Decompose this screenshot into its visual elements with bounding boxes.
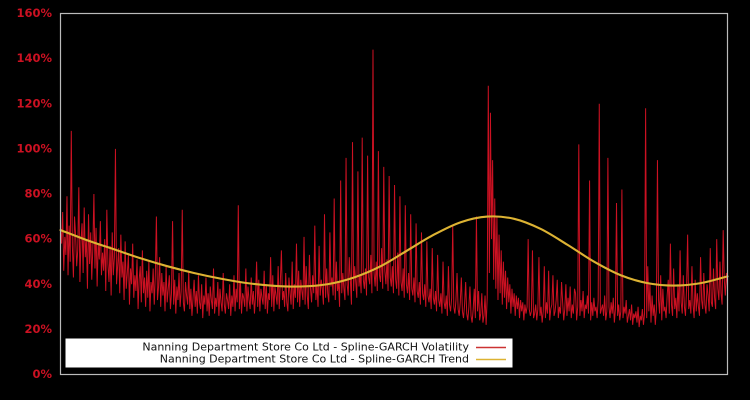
y-axis-tick-labels: 0% 20% 40% 60% 80% 100% 120% 140% 160% — [16, 6, 52, 381]
y-axis-tick-label: 60% — [24, 232, 52, 246]
y-axis-tick-label: 140% — [16, 51, 52, 65]
legend-item-label-volatility: Nanning Department Store Co Ltd - Spline… — [142, 341, 469, 354]
series-line-trend — [59, 215, 729, 288]
y-axis-tick-label: 100% — [16, 141, 52, 155]
series-line-volatility — [60, 49, 728, 328]
chart-legend[interactable]: Nanning Department Store Co Ltd - Spline… — [65, 338, 513, 368]
y-axis-tick-label: 80% — [24, 187, 52, 201]
plot-area — [59, 49, 729, 328]
legend-background — [65, 338, 513, 368]
y-axis-tick-label: 40% — [24, 277, 52, 291]
y-axis-tick-label: 120% — [16, 96, 52, 110]
y-axis-tick-label: 160% — [16, 6, 52, 20]
plot-frame-border — [59, 12, 729, 376]
y-axis-tick-label: 20% — [24, 322, 52, 336]
y-axis-tick-label: 0% — [32, 367, 52, 381]
legend-item-label-trend: Nanning Department Store Co Ltd - Spline… — [160, 353, 469, 366]
